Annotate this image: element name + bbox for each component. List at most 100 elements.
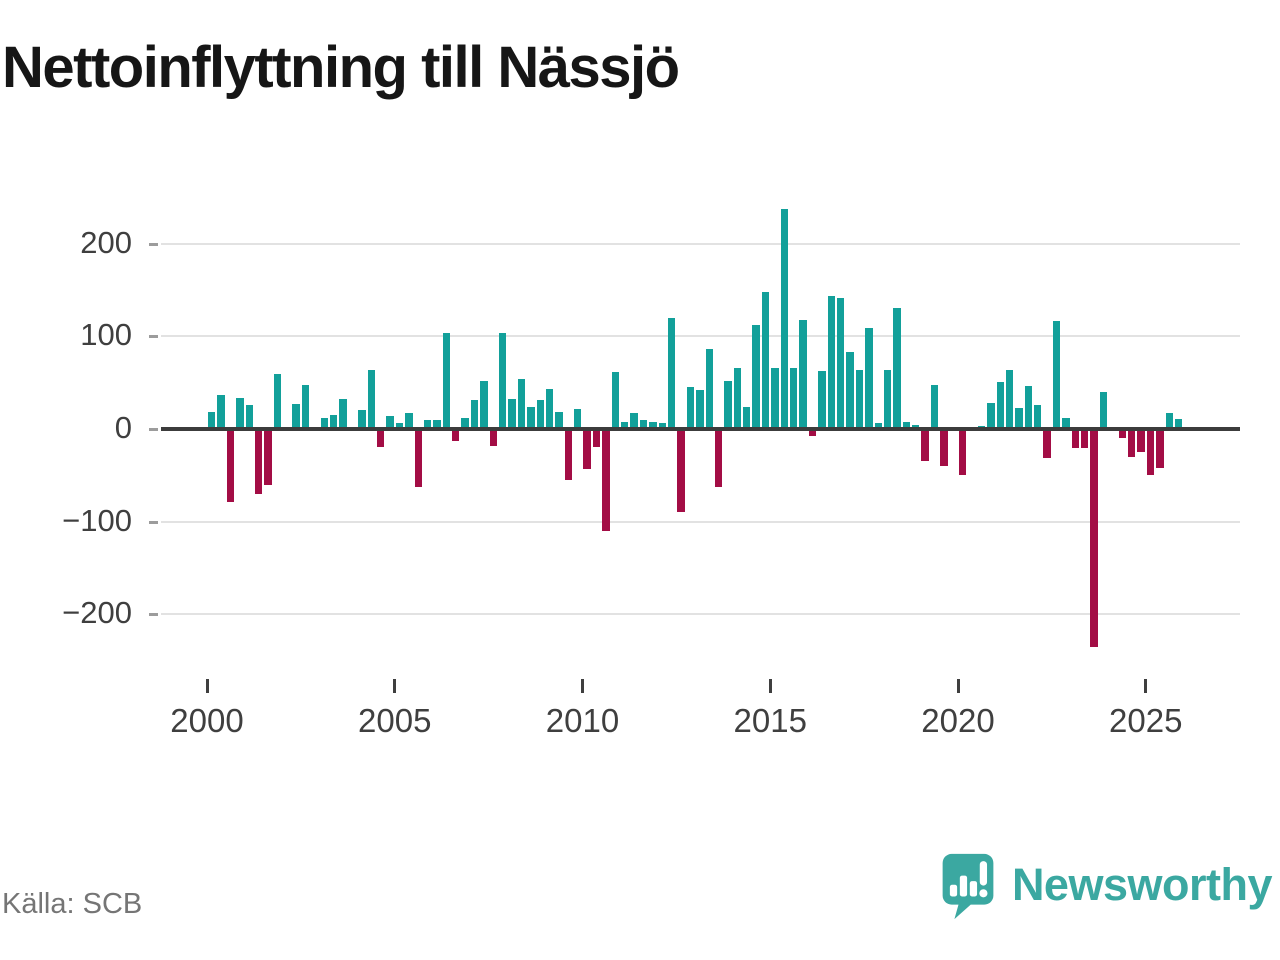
source-note: Källa: SCB [2, 888, 143, 920]
bar-2010-Q4 [611, 371, 620, 429]
bar-2025-Q4 [1174, 418, 1183, 429]
bar-2023-Q2 [1081, 429, 1089, 448]
bar-2013-Q3 [714, 429, 723, 488]
bar-2011-Q1 [621, 421, 629, 429]
bar-2004-Q2 [367, 369, 375, 429]
bar-2005-Q4 [423, 419, 432, 429]
bar-2022-Q4 [1062, 417, 1070, 429]
bar-2023-Q1 [1071, 429, 1080, 448]
y-axis-label--200: −200 [62, 595, 132, 631]
bar-2021-Q1 [996, 381, 1004, 429]
x-axis-label-2010: 2010 [545, 702, 620, 739]
bar-2007-Q1 [470, 400, 479, 429]
bar-2022-Q3 [1052, 321, 1061, 429]
bar-2021-Q4 [1024, 386, 1033, 429]
bar-2012-Q3 [677, 429, 685, 513]
bar-2024-Q4 [1137, 429, 1145, 453]
bar-2016-Q2 [818, 370, 826, 429]
bar-2020-Q1 [958, 429, 967, 476]
brand-name: Newsworthy [1011, 859, 1273, 910]
bar-2005-Q2 [405, 413, 413, 429]
bar-2005-Q1 [395, 423, 404, 429]
bar-2013-Q1 [696, 390, 704, 429]
bar-2021-Q2 [1005, 369, 1014, 429]
bar-2010-Q1 [583, 429, 591, 469]
bar-2019-Q2 [930, 384, 939, 429]
bar-2007-Q4 [499, 332, 507, 429]
bar-2024-Q2 [1118, 429, 1126, 439]
bar-2012-Q2 [667, 317, 676, 429]
bar-2019-Q3 [940, 429, 948, 467]
bar-2006-Q3 [452, 429, 460, 442]
bar-2002-Q2 [292, 403, 300, 429]
bar-2004-Q1 [358, 410, 366, 429]
y-axis-label-200: 200 [80, 224, 132, 260]
x-axis: 2000 2005 2010 2015 2020 2025 [0, 665, 1280, 760]
bar-2014-Q4 [761, 291, 770, 429]
y-axis-label-0: 0 [114, 410, 132, 445]
bar-2005-Q3 [414, 429, 422, 488]
y-axis-tick-100 [149, 335, 158, 339]
x-axis-label-2000: 2000 [170, 702, 244, 739]
bar-2004-Q3 [376, 429, 385, 447]
bar-2007-Q3 [489, 429, 497, 446]
bar-2002-Q3 [301, 385, 310, 429]
bar-2017-Q4 [874, 423, 882, 429]
y-axis-tick-200 [149, 242, 158, 246]
bar-2015-Q2 [780, 209, 789, 429]
bar-2016-Q4 [836, 298, 845, 429]
bar-2003-Q1 [320, 417, 329, 429]
bar-2011-Q2 [630, 413, 638, 429]
bar-2013-Q4 [724, 380, 732, 429]
bar-2016-Q3 [827, 296, 835, 429]
x-axis-tick-2010 [581, 679, 584, 693]
gridline--100 [161, 520, 1240, 523]
page-title: Nettoinflyttning till Nässjö [2, 35, 680, 100]
bar-2008-Q1 [508, 399, 516, 429]
bar-2011-Q4 [649, 421, 657, 429]
bar-2000-Q2 [217, 394, 225, 429]
newsworthy-speech-bubble-chart-icon [939, 848, 997, 930]
bar-2019-Q1 [921, 429, 929, 462]
bar-2000-Q3 [226, 429, 235, 503]
x-axis-tick-2020 [956, 679, 960, 693]
bar-2003-Q2 [330, 415, 338, 429]
bar-2008-Q4 [536, 400, 544, 429]
bar-2022-Q2 [1043, 429, 1051, 458]
y-axis-tick--100 [149, 520, 158, 524]
bar-2012-Q4 [686, 387, 695, 429]
bar-2009-Q4 [574, 408, 582, 429]
gridline-100 [161, 335, 1240, 338]
y-axis-label--100: −100 [62, 502, 132, 538]
bar-2018-Q1 [883, 369, 892, 429]
bar-2010-Q2 [592, 429, 601, 447]
bar-2014-Q1 [733, 367, 742, 429]
bar-2001-Q1 [245, 404, 253, 429]
bar-2009-Q3 [564, 429, 573, 480]
bar-2008-Q3 [527, 406, 535, 429]
bar-2015-Q4 [799, 319, 807, 429]
bar-2006-Q2 [442, 332, 451, 429]
bar-2015-Q3 [790, 367, 798, 429]
bar-2020-Q4 [987, 403, 995, 429]
bar-2025-Q1 [1146, 429, 1155, 476]
bar-2008-Q2 [517, 378, 526, 429]
plot-area [161, 195, 1240, 665]
x-axis-label-2020: 2020 [921, 702, 995, 739]
bar-2000-Q1 [207, 412, 216, 429]
bar-2015-Q1 [771, 367, 779, 429]
y-axis-tick--200 [149, 613, 158, 617]
bar-2000-Q4 [236, 398, 244, 429]
brand-lockup: Newsworthy [939, 848, 1273, 930]
x-axis-tick-2015 [768, 679, 772, 693]
bar-2023-Q3 [1090, 429, 1098, 647]
bar-2025-Q2 [1156, 429, 1164, 468]
bar-2021-Q3 [1015, 407, 1023, 429]
chart-area: 200 100 0 −100 −200 [0, 195, 1280, 665]
bar-2009-Q2 [555, 412, 563, 429]
y-axis-label-100: 100 [80, 317, 132, 353]
gridline--200 [161, 613, 1240, 616]
bar-2018-Q2 [893, 308, 901, 429]
bar-2003-Q3 [339, 399, 347, 429]
